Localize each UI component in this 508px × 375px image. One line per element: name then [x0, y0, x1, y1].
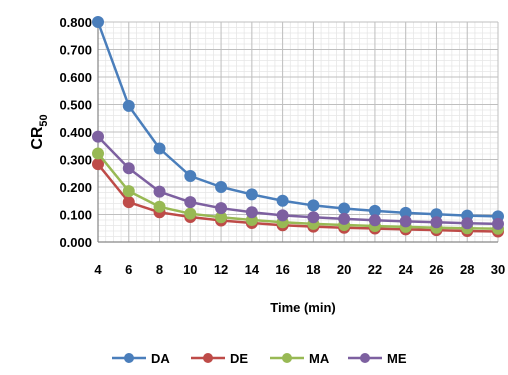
data-point-me [92, 130, 104, 143]
data-point-me [245, 206, 258, 219]
legend-marker-de [203, 353, 213, 363]
legend-item-me: ME [348, 351, 407, 366]
data-point-me [338, 212, 351, 225]
data-point-da [92, 16, 104, 28]
x-tick-label: 8 [156, 262, 163, 277]
series-layer [92, 16, 504, 238]
data-point-de [122, 196, 135, 209]
data-point-da [399, 206, 412, 219]
data-point-ma [122, 185, 135, 198]
x-tick-label: 16 [275, 262, 289, 277]
y-axis-title: CR50 [29, 114, 50, 149]
y-tick-label: 0.200 [59, 180, 92, 195]
series-me [92, 130, 504, 230]
x-tick-label: 20 [337, 262, 351, 277]
x-tick-label: 10 [183, 262, 197, 277]
data-point-me [184, 196, 197, 209]
y-tick-labels: 0.000 0.100 0.200 0.300 0.400 0.500 0.600 0.700… [59, 15, 92, 250]
legend: DA DE MA ME [112, 351, 407, 366]
x-tick-label: 28 [460, 262, 474, 277]
data-point-da [307, 199, 320, 212]
y-tick-label: 0.000 [59, 235, 92, 250]
legend-item-ma: MA [270, 351, 330, 366]
series-da [92, 16, 504, 223]
data-point-da [245, 188, 258, 201]
y-tick-label: 0.600 [59, 70, 92, 85]
y-tick-label: 0.100 [59, 208, 92, 223]
data-point-da [153, 142, 166, 155]
y-tick-label: 0.800 [59, 15, 92, 30]
data-point-da [184, 170, 197, 182]
y-tick-label: 0.500 [59, 98, 92, 113]
x-tick-labels: 4 6 8 10 12 14 16 18 20 22 24 26 28 30 [94, 262, 505, 277]
data-point-me [215, 202, 228, 215]
x-tick-label: 24 [398, 262, 413, 277]
x-tick-label: 14 [245, 262, 260, 277]
data-point-me [153, 185, 166, 198]
data-point-ma [92, 147, 104, 160]
legend-item-de: DE [191, 351, 248, 366]
data-point-ma [153, 200, 166, 213]
data-point-me [276, 209, 289, 222]
legend-label-ma: MA [309, 351, 330, 366]
x-tick-label: 18 [306, 262, 320, 277]
legend-label-da: DA [151, 351, 170, 366]
x-tick-label: 6 [125, 262, 132, 277]
legend-marker-da [124, 353, 134, 363]
data-point-me [307, 211, 320, 224]
data-point-me [492, 217, 504, 230]
legend-marker-ma [282, 353, 292, 363]
legend-item-da: DA [112, 351, 170, 366]
x-axis-title: Time (min) [270, 300, 336, 315]
data-point-me [399, 215, 412, 228]
data-point-ma [184, 207, 197, 220]
data-point-me [368, 214, 381, 227]
data-point-me [430, 216, 443, 229]
x-tick-label: 26 [429, 262, 443, 277]
data-point-da [368, 204, 381, 217]
data-point-de [92, 158, 104, 171]
legend-marker-me [360, 353, 370, 363]
y-axis-title-main: CR [29, 126, 46, 150]
x-tick-label: 22 [368, 262, 382, 277]
y-tick-label: 0.300 [59, 153, 92, 168]
legend-label-me: ME [387, 351, 407, 366]
legend-label-de: DE [230, 351, 248, 366]
data-point-da [122, 99, 135, 112]
data-point-da [276, 194, 289, 207]
data-point-da [215, 181, 228, 193]
y-tick-label: 0.700 [59, 43, 92, 58]
data-point-me [461, 217, 474, 230]
y-tick-label: 0.400 [59, 125, 92, 140]
x-tick-label: 12 [214, 262, 228, 277]
x-tick-label: 30 [491, 262, 505, 277]
y-axis-title-subscript: 50 [38, 114, 50, 126]
x-tick-label: 4 [94, 262, 102, 277]
data-point-ma [215, 211, 228, 224]
data-point-da [338, 202, 351, 215]
data-point-me [122, 162, 135, 175]
